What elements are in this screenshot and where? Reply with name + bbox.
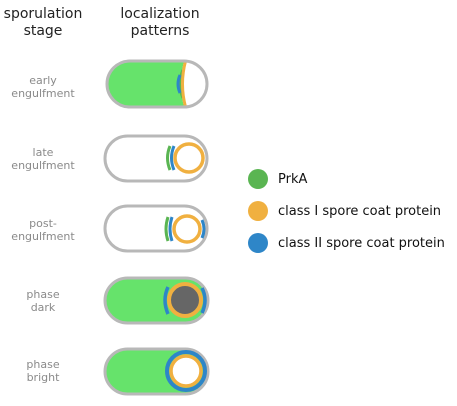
- stage-label-line-2: dark: [30, 301, 56, 314]
- forespore: [172, 214, 202, 244]
- stage-label-early-engulfment: early engulfment: [0, 74, 86, 100]
- stage-label-phase-bright: phase bright: [0, 358, 86, 384]
- stage-header-line-2: stage: [23, 23, 63, 39]
- stage-label-line-1: early: [29, 74, 57, 87]
- class-ii-coat-layer: [168, 216, 174, 242]
- class-ii-coat-layer: [176, 74, 182, 94]
- spore-phase-dark: [167, 282, 203, 318]
- orange-dot-icon: [248, 201, 268, 221]
- green-dot-icon: [248, 169, 268, 189]
- stage-label-line-2: engulfment: [11, 159, 75, 172]
- stage-label-line-2: bright: [26, 371, 60, 384]
- legend-item-prka: PrkA: [248, 168, 307, 190]
- localization-column-header: localization patterns: [100, 6, 220, 40]
- cell-late-engulfment: [103, 134, 209, 183]
- class-i-coat-layer: [181, 61, 189, 107]
- spore-phase-bright: [169, 354, 203, 388]
- legend-label: class II spore coat protein: [278, 235, 445, 251]
- cell-phase-bright: [103, 347, 210, 396]
- stage-label-line-1: phase: [26, 358, 60, 371]
- legend-item-class-i: class I spore coat protein: [248, 200, 441, 222]
- legend-label: class I spore coat protein: [278, 203, 442, 219]
- stage-label-line-2: engulfment: [11, 230, 75, 243]
- legend-item-class-ii: class II spore coat protein: [248, 232, 445, 254]
- forespore: [173, 142, 205, 174]
- class-ii-coat-cap: [200, 287, 207, 314]
- stage-label-late-engulfment: late engulfment: [0, 146, 86, 172]
- prka-layer: [166, 145, 172, 171]
- localization-header-line-2: patterns: [130, 23, 190, 39]
- cell-early-engulfment: [105, 59, 209, 109]
- localization-header-line-1: localization: [120, 6, 200, 22]
- mother-cell-cytoplasm: [107, 61, 186, 107]
- stage-label-line-2: engulfment: [11, 87, 75, 100]
- stage-header-line-1: sporulation: [3, 6, 83, 22]
- class-ii-coat-cap: [200, 219, 206, 239]
- stage-label-post-engulfment: post- engulfment: [0, 217, 86, 243]
- stage-label-line-1: post-: [29, 217, 57, 230]
- stage-label-line-1: phase: [26, 288, 60, 301]
- cell-outline: [105, 59, 209, 109]
- class-ii-coat-layer: [163, 286, 170, 315]
- class-ii-coat-layer: [170, 145, 176, 171]
- prka-layer: [164, 216, 170, 242]
- stage-label-phase-dark: phase dark: [0, 288, 86, 314]
- blue-dot-icon: [248, 233, 268, 253]
- stage-column-header: sporulation stage: [0, 6, 86, 40]
- cell-phase-dark: [103, 276, 210, 325]
- class-ii-coat-ring: [165, 350, 207, 392]
- cell-post-engulfment: [103, 204, 209, 253]
- stage-label-line-1: late: [32, 146, 54, 159]
- legend-label: PrkA: [278, 171, 308, 187]
